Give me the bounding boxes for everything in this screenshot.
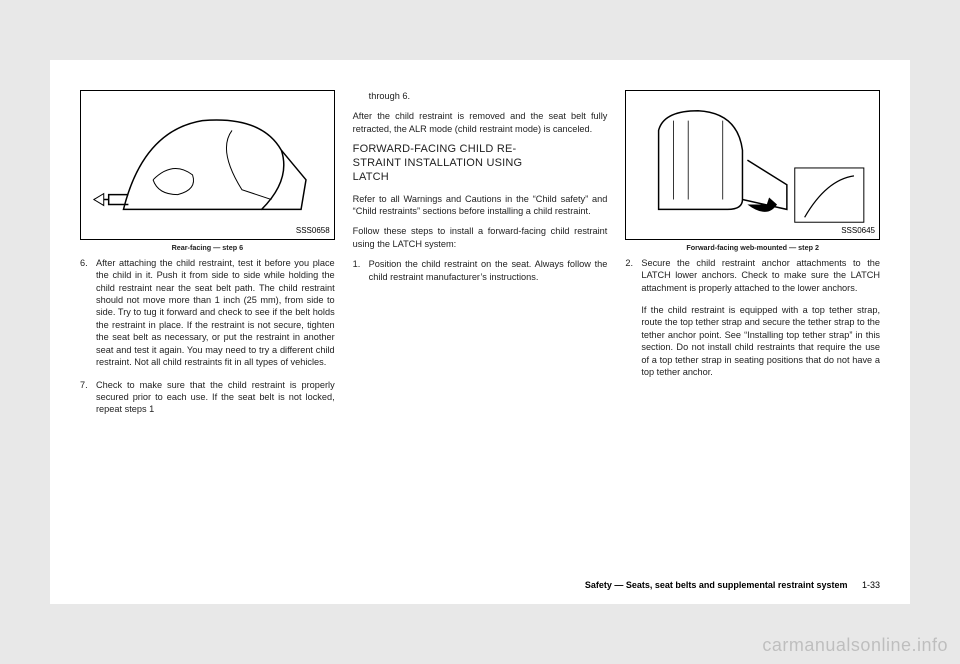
footer-page-number: 1-33 <box>862 580 880 590</box>
step-text: Secure the child restraint anchor attach… <box>641 257 880 294</box>
step-list-3: 2. Secure the child restraint anchor att… <box>625 257 880 294</box>
column-2: through 6. After the child restraint is … <box>353 90 608 586</box>
figure-rear-facing: SSS0658 <box>80 90 335 240</box>
body-paragraph: If the child restraint is equipped with … <box>641 304 880 379</box>
body-paragraph: Follow these steps to install a forward-… <box>353 225 608 250</box>
manual-page: SSS0658 Rear-facing — step 6 6. After at… <box>50 60 910 604</box>
step-list-2: 1. Position the child restraint on the s… <box>353 258 608 283</box>
list-item: 7. Check to make sure that the child res… <box>80 379 335 416</box>
step-text: Check to make sure that the child restra… <box>96 379 335 416</box>
column-1: SSS0658 Rear-facing — step 6 6. After at… <box>80 90 335 586</box>
list-item: 2. Secure the child restraint anchor att… <box>625 257 880 294</box>
list-item: 6. After attaching the child restraint, … <box>80 257 335 369</box>
figure-caption: Forward-facing web-mounted — step 2 <box>625 243 880 253</box>
figure-code: SSS0645 <box>841 226 875 237</box>
body-paragraph: After the child restraint is removed and… <box>353 110 608 135</box>
watermark: carmanualsonline.info <box>762 635 948 656</box>
seat-illustration-2 <box>626 91 879 239</box>
figure-caption: Rear-facing — step 6 <box>80 243 335 253</box>
step-number: 6. <box>80 257 96 369</box>
column-3: SSS0645 Forward-facing web-mounted — ste… <box>625 90 880 586</box>
figure-code: SSS0658 <box>296 226 330 237</box>
step-text: Position the child restraint on the seat… <box>369 258 608 283</box>
body-paragraph: Refer to all Warnings and Cautions in th… <box>353 193 608 218</box>
continuation-text: through 6. <box>353 90 608 102</box>
step-number: 7. <box>80 379 96 416</box>
step-number: 2. <box>625 257 641 294</box>
page-footer: Safety — Seats, seat belts and supplemen… <box>585 580 880 590</box>
step-number: 1. <box>353 258 369 283</box>
list-item: 1. Position the child restraint on the s… <box>353 258 608 283</box>
seat-illustration-1 <box>81 91 334 239</box>
step-list-1: 6. After attaching the child restraint, … <box>80 257 335 416</box>
figure-forward-facing: SSS0645 <box>625 90 880 240</box>
footer-section: Safety — Seats, seat belts and supplemen… <box>585 580 848 590</box>
step-text: After attaching the child restraint, tes… <box>96 257 335 369</box>
section-heading: FORWARD-FACING CHILD RE-STRAINT INSTALLA… <box>353 143 608 184</box>
